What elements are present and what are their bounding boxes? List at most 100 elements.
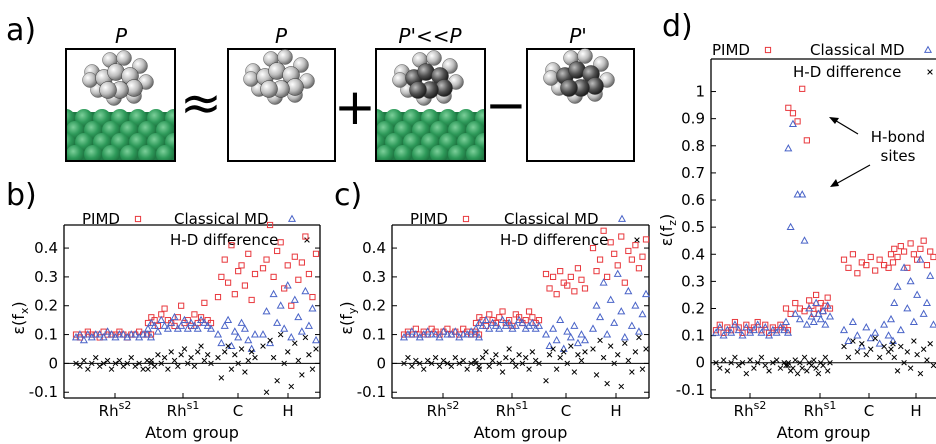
data-point-triangle — [903, 304, 912, 312]
data-point-cross — [452, 354, 459, 361]
data-point-cross-stroke-b — [81, 357, 87, 364]
data-point-cross — [625, 357, 632, 364]
data-point-cross — [560, 349, 567, 355]
data-point-cross — [804, 368, 810, 374]
data-point-cross-stroke-b — [440, 357, 447, 364]
data-point-triangle — [197, 315, 206, 324]
data-point-triangle — [886, 314, 896, 323]
data-point-cross — [483, 349, 489, 355]
data-point-square — [625, 247, 632, 255]
data-point-cross-stroke-b — [526, 366, 532, 372]
y-tick-label: 0.1 — [34, 326, 58, 344]
hydrogen-atom — [392, 72, 408, 88]
data-point-cross — [496, 360, 502, 367]
data-point-cross-stroke-b — [766, 368, 772, 374]
legend-hd-marker-stroke-b — [304, 237, 310, 243]
data-point-cross-stroke-b — [808, 362, 815, 369]
hydrogen-atom — [543, 70, 559, 86]
data-point-cross — [785, 359, 792, 366]
data-point-triangle — [715, 323, 724, 331]
data-point-cross — [116, 357, 123, 364]
y-axis-label-base: ε(f — [337, 314, 356, 335]
data-point-triangle — [423, 327, 432, 335]
data-point-triangle — [247, 344, 256, 352]
data-point-cross-stroke-b — [713, 359, 719, 366]
y-tick-label: -0.1 — [29, 383, 58, 401]
x-category-label: H — [282, 402, 293, 420]
data-point-triangle — [791, 309, 800, 317]
data-point-cross-stroke-b — [516, 351, 522, 358]
data-point-cross — [270, 354, 277, 361]
legend-classical-marker — [287, 214, 297, 222]
y-axis-label-sub: y — [346, 307, 359, 314]
data-point-cross — [238, 346, 245, 352]
data-point-cross — [808, 362, 815, 369]
y-axis-label-close: ) — [337, 301, 356, 307]
data-point-cross-stroke-b — [762, 362, 769, 369]
data-point-square — [274, 247, 281, 255]
data-point-cross-stroke-b — [817, 359, 824, 366]
data-point-cross-stroke-b — [120, 363, 127, 370]
data-point-triangle — [802, 320, 811, 328]
data-point-triangle — [439, 327, 448, 335]
data-point-cross-stroke-b — [811, 357, 817, 363]
data-point-square — [614, 262, 621, 269]
x-category-label: Rhs2 — [99, 399, 132, 420]
data-point-cross-stroke-b — [536, 360, 542, 367]
data-point-triangle — [435, 333, 444, 341]
data-point-triangle — [280, 324, 289, 332]
data-point-cross — [100, 360, 107, 367]
data-point-cross-stroke-b — [593, 372, 600, 378]
data-point-triangle — [304, 321, 313, 329]
data-point-cross — [629, 369, 635, 375]
data-point-cross-stroke-b — [456, 360, 463, 367]
data-point-cross-stroke-b — [175, 363, 181, 370]
hbond-annotation: H-bond sites — [829, 117, 925, 187]
data-point-cross-stroke-b — [625, 357, 632, 364]
data-point-triangle — [515, 315, 524, 324]
data-point-cross-stroke-b — [924, 357, 930, 363]
data-point-triangle — [146, 333, 156, 341]
data-point-triangle — [485, 324, 494, 332]
data-point-triangle — [919, 309, 928, 317]
data-point-square — [743, 321, 750, 328]
data-point-cross — [901, 359, 907, 366]
data-point-cross-stroke-b — [927, 341, 933, 347]
x-category-label-base: Rh — [167, 402, 187, 420]
y-axis-label-close: ) — [9, 301, 28, 307]
data-point-square — [611, 250, 618, 257]
y-tick-label: 0.5 — [681, 218, 705, 236]
y-tick-label: 0.6 — [681, 191, 705, 209]
data-point-square — [486, 311, 493, 318]
data-point-cross-stroke-b — [891, 354, 898, 361]
data-point-cross-stroke-b — [618, 383, 625, 390]
data-point-cross — [81, 357, 87, 364]
data-point-cross-stroke-b — [876, 354, 883, 361]
data-point-cross — [299, 372, 305, 378]
data-point-square — [499, 308, 506, 315]
data-point-cross — [161, 354, 168, 361]
data-point-triangle — [294, 312, 303, 321]
data-point-square — [754, 318, 761, 326]
data-point-cross-stroke-b — [145, 366, 151, 372]
data-point-cross-stroke-b — [890, 341, 896, 347]
data-point-cross-stroke-b — [464, 366, 470, 372]
data-point-cross-stroke-b — [496, 360, 502, 367]
data-point-cross — [614, 351, 621, 358]
data-point-triangle — [234, 333, 243, 341]
data-point-cross — [208, 360, 214, 367]
data-point-cross-stroke-b — [904, 349, 911, 355]
data-point-square — [632, 242, 639, 249]
data-point-cross-stroke-b — [468, 360, 474, 367]
data-point-triangle — [91, 330, 100, 338]
data-point-triangle — [890, 298, 899, 306]
data-point-square — [546, 285, 553, 292]
x-category-label-base: H — [610, 402, 621, 420]
hydrogen-atom — [277, 49, 293, 65]
data-point-cross — [739, 359, 746, 366]
data-point-triangle — [160, 321, 169, 329]
x-axis-label: Atom group — [777, 423, 871, 442]
data-point-cross-stroke-b — [824, 368, 831, 374]
data-point-cross — [597, 337, 603, 344]
